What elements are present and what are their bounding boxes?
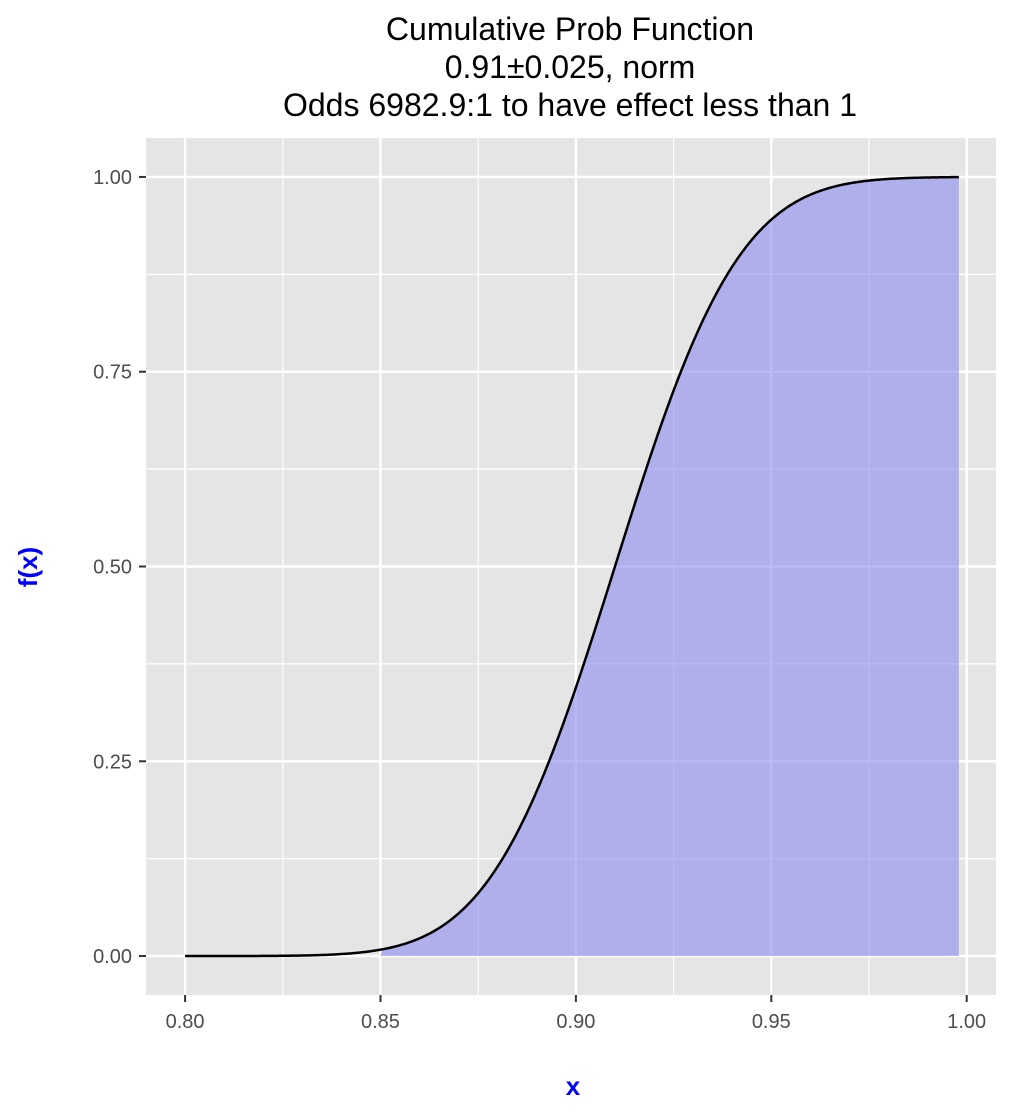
cdf-curve: [185, 175, 959, 958]
y-axis: 0.00 0.25 0.50 0.75 1.00: [93, 167, 146, 968]
x-tick-label: 0.95: [752, 1011, 791, 1033]
x-tick-label: 0.85: [361, 1011, 400, 1033]
chart-title-line-3: Odds 6982.9:1 to have effect less than 1: [283, 87, 857, 123]
y-tick-label: 1.00: [93, 167, 132, 189]
x-tick-label: 0.80: [166, 1011, 205, 1033]
y-tick-label: 0.75: [93, 362, 132, 384]
x-axis-label: x: [566, 1071, 581, 1101]
chart-title-line-1: Cumulative Prob Function: [386, 11, 754, 47]
y-tick-label: 0.00: [93, 946, 132, 968]
cdf-shaded-area: [380, 177, 959, 957]
x-axis: 0.80 0.85 0.90 0.95 1.00: [166, 995, 986, 1033]
chart-title-line-2: 0.91±0.025, norm: [445, 49, 696, 85]
y-axis-label: f(x): [13, 547, 43, 587]
y-tick-label: 0.25: [93, 751, 132, 773]
x-tick-label: 0.90: [556, 1011, 595, 1033]
x-tick-label: 1.00: [947, 1011, 986, 1033]
y-tick-label: 0.50: [93, 557, 132, 579]
